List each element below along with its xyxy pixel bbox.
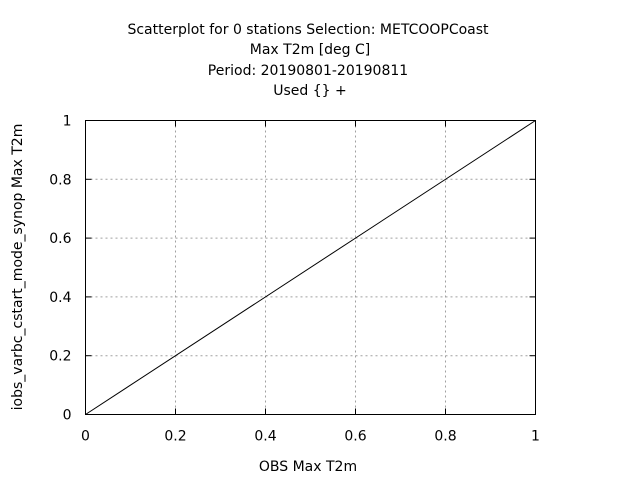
x-tick-labels: 0 0.2 0.4 0.6 0.8 1 [81,429,540,445]
x-tick-label: 0.2 [164,429,186,445]
y-tick-label: 0.6 [49,231,71,247]
axis-ticks [85,120,536,415]
x-tick-label: 1 [531,429,540,445]
plot-frame [85,120,536,415]
y-tick-label: 0 [63,408,72,424]
series-line [85,120,536,415]
y-tick-label: 1 [63,114,72,130]
title-line-1: Scatterplot for 0 stations Selection: ME… [127,22,489,38]
x-tick-label: 0.4 [254,429,276,445]
title-line-3: Period: 20190801-20190811 [208,63,408,79]
y-tick-label: 0.2 [49,349,71,365]
series-layer [85,120,536,415]
x-tick-label: 0.6 [344,429,366,445]
x-tick-label: 0.8 [434,429,456,445]
y-tick-labels: 0 0.2 0.4 0.6 0.8 1 [49,114,71,424]
y-tick-label: 0.8 [49,172,71,188]
grid-lines [85,120,536,415]
y-axis-label: iobs_varbc_cstart_mode_synop Max T2m [10,124,26,411]
title-line-2: Max T2m [deg C] [250,42,370,58]
y-tick-label: 0.4 [49,290,71,306]
x-tick-label: 0 [81,429,90,445]
chart-title: Scatterplot for 0 stations Selection: ME… [127,22,489,99]
title-line-4: Used {} + [273,83,347,99]
x-axis-label: OBS Max T2m [259,459,357,475]
